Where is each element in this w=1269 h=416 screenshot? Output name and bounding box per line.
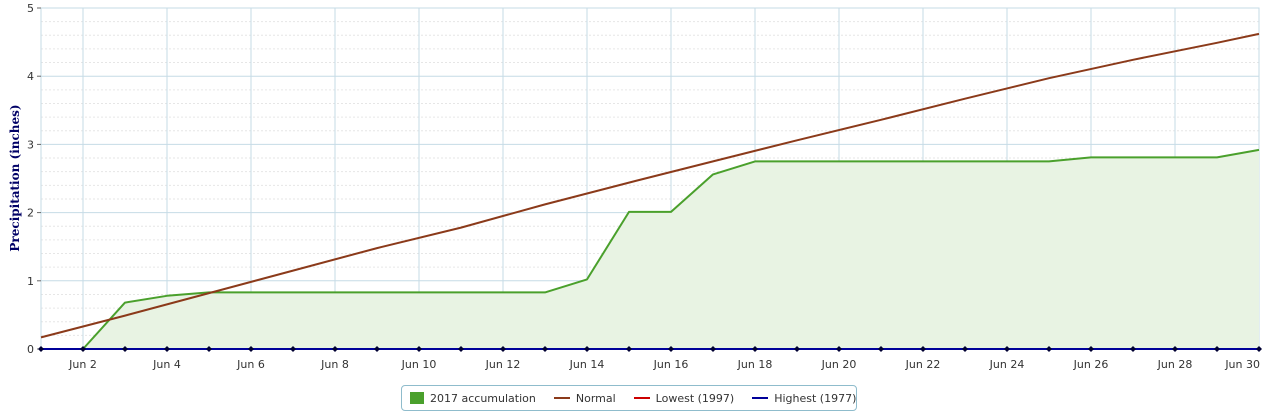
day-marker bbox=[920, 346, 926, 352]
day-marker bbox=[1046, 346, 1052, 352]
legend-label-2017: 2017 accumulation bbox=[430, 391, 536, 405]
x-tick-label: Jun 18 bbox=[737, 358, 773, 371]
legend-item-highest[interactable]: Highest (1977) bbox=[752, 392, 856, 405]
series-area-2017 bbox=[83, 149, 1259, 349]
day-marker bbox=[878, 346, 884, 352]
legend-item-2017[interactable]: 2017 accumulation bbox=[410, 392, 536, 405]
y-tick-label: 3 bbox=[27, 138, 34, 151]
day-marker bbox=[458, 346, 464, 352]
day-marker bbox=[290, 346, 296, 352]
y-tick-label: 5 bbox=[27, 2, 34, 15]
day-marker bbox=[248, 346, 254, 352]
day-marker bbox=[332, 346, 338, 352]
legend-swatch-normal bbox=[553, 397, 570, 399]
precipitation-chart: 0 1 2 3 4 5 Jun 2 Jun 4 Jun 6 Jun 8 Jun 10 Jun 12 Ju… bbox=[8, 2, 1262, 371]
x-tick-label: Jun 12 bbox=[485, 358, 521, 371]
day-marker bbox=[962, 346, 968, 352]
legend-swatch-highest bbox=[752, 397, 769, 399]
day-marker bbox=[626, 346, 632, 352]
y-tick-label: 1 bbox=[27, 275, 34, 288]
day-marker bbox=[164, 346, 170, 352]
day-marker bbox=[416, 346, 422, 352]
day-marker bbox=[500, 346, 506, 352]
x-tick-label: Jun 28 bbox=[1157, 358, 1193, 371]
day-marker bbox=[38, 346, 44, 352]
day-marker bbox=[1088, 346, 1094, 352]
day-marker bbox=[80, 346, 86, 352]
x-tick-label: Jun 20 bbox=[821, 358, 857, 371]
axis-layer: 0 1 2 3 4 5 Jun 2 Jun 4 Jun 6 Jun 8 Jun 10 Jun 12 Ju… bbox=[27, 2, 1262, 371]
legend-swatch-2017 bbox=[410, 392, 424, 404]
x-tick-label: Jun 4 bbox=[152, 358, 181, 371]
day-marker bbox=[542, 346, 548, 352]
day-marker bbox=[794, 346, 800, 352]
legend-swatch-lowest bbox=[633, 397, 650, 399]
legend-item-lowest[interactable]: Lowest (1997) bbox=[633, 391, 735, 405]
day-marker bbox=[1256, 346, 1262, 352]
x-tick-label: Jun 14 bbox=[569, 358, 605, 371]
day-marker bbox=[122, 346, 128, 352]
y-tick-label: 4 bbox=[27, 70, 34, 83]
day-marker bbox=[374, 346, 380, 352]
x-tick-label: Jun 24 bbox=[989, 358, 1025, 371]
series-line-1 bbox=[40, 32, 1260, 339]
day-marker bbox=[836, 346, 842, 352]
y-axis-label: Precipitation (inches) bbox=[8, 104, 22, 251]
day-marker bbox=[206, 346, 212, 352]
legend-label-highest: Highest (1977) bbox=[774, 391, 857, 405]
day-marker bbox=[1130, 346, 1136, 352]
legend: 2017 accumulation Normal Lowest (1997) H… bbox=[401, 385, 857, 411]
y-tick-label: 0 bbox=[27, 343, 34, 356]
x-tick-label: Jun 2 bbox=[68, 358, 97, 371]
day-marker bbox=[752, 346, 758, 352]
day-marker bbox=[710, 346, 716, 352]
series-line-2017 bbox=[82, 148, 1260, 350]
day-marker bbox=[1172, 346, 1178, 352]
legend-label-normal: Normal bbox=[575, 391, 616, 405]
legend-item-normal[interactable]: Normal bbox=[553, 391, 616, 405]
x-tick-label: Jun 8 bbox=[320, 358, 349, 371]
y-tick-label: 2 bbox=[27, 207, 34, 220]
x-tick-label: Jun 6 bbox=[236, 358, 265, 371]
x-tick-label: Jun 26 bbox=[1073, 358, 1109, 371]
day-marker bbox=[584, 346, 590, 352]
legend-label-lowest: Lowest (1997) bbox=[655, 391, 735, 405]
x-tick-label: Jun 30 bbox=[1224, 358, 1260, 371]
day-marker bbox=[668, 346, 674, 352]
series-layer bbox=[40, 32, 1260, 350]
x-tick-label: Jun 22 bbox=[905, 358, 941, 371]
day-marker bbox=[1214, 346, 1220, 352]
x-tick-label: Jun 16 bbox=[653, 358, 689, 371]
day-marker bbox=[1004, 346, 1010, 352]
x-tick-label: Jun 10 bbox=[401, 358, 437, 371]
